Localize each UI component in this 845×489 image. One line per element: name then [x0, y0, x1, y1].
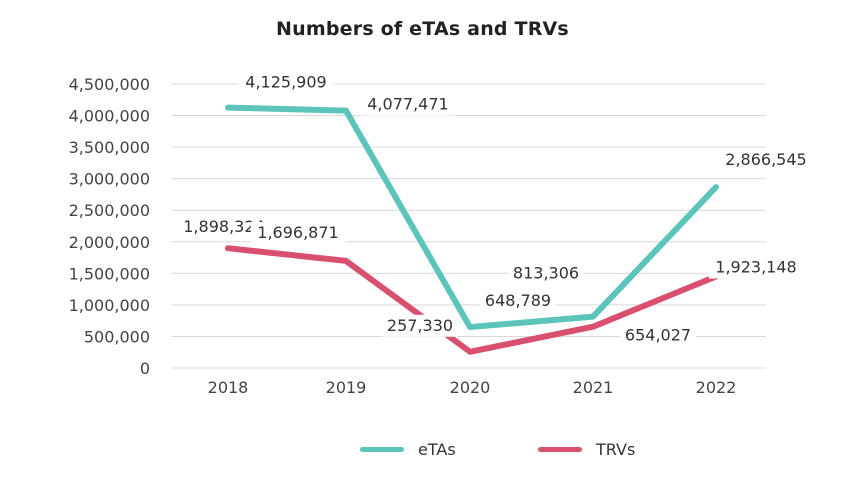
data-label: 813,306	[513, 264, 579, 283]
y-tick-label: 3,000,000	[69, 170, 150, 189]
y-tick-label: 1,000,000	[69, 296, 150, 315]
series-line-etas	[225, 104, 719, 331]
data-label-bg	[620, 324, 696, 347]
data-label: 1,696,871	[257, 223, 338, 242]
x-tick-label: 2020	[450, 378, 491, 397]
y-tick-label: 4,000,000	[69, 107, 150, 126]
data-label: 1,923,148	[715, 257, 796, 276]
legend-swatch-etas	[360, 447, 404, 452]
data-label-bg	[176, 216, 272, 239]
chart-title: Numbers of eTAs and TRVs	[276, 18, 569, 40]
legend-item-trvs: TRVs	[538, 440, 635, 459]
data-label-bg	[718, 149, 814, 172]
legend-label-etas: eTAs	[418, 440, 456, 459]
x-tick-label: 2018	[208, 378, 249, 397]
data-label-bg	[382, 314, 458, 337]
data-labels: 4,125,909 4,077,471 648,789 813,306 2,866,54…	[176, 71, 814, 347]
data-label: 648,789	[485, 291, 551, 310]
legend-label-trvs: TRVs	[596, 440, 636, 459]
y-tick-label: 4,500,000	[69, 75, 150, 94]
data-label: 2,866,545	[725, 150, 806, 169]
data-label: 654,027	[625, 326, 691, 345]
data-label-bg	[250, 221, 346, 244]
data-label: 4,077,471	[367, 95, 448, 114]
data-label-bg	[508, 262, 584, 285]
y-tick-label: 0	[140, 359, 150, 378]
data-label: 1,898,324	[183, 217, 264, 236]
y-tick-label: 500,000	[84, 327, 150, 346]
x-tick-label: 2021	[573, 378, 614, 397]
y-tick-label: 3,500,000	[69, 138, 150, 157]
data-label-bg	[238, 71, 334, 94]
x-tick-label: 2022	[696, 378, 737, 397]
y-axis-ticks: 0 500,000 1,000,000 1,500,000 2,000,000 2,500…	[69, 75, 150, 378]
x-axis-ticks: 2018 2019 2020 2021 2022	[208, 378, 737, 397]
data-label-bg	[480, 290, 556, 313]
x-tick-label: 2019	[326, 378, 367, 397]
y-tick-label: 1,500,000	[69, 264, 150, 283]
series-line-trvs	[225, 245, 719, 355]
legend: eTAs TRVs	[0, 440, 845, 466]
data-label-bg	[708, 256, 804, 279]
y-tick-label: 2,500,000	[69, 201, 150, 220]
y-tick-label: 2,000,000	[69, 233, 150, 252]
gridlines	[172, 83, 766, 369]
data-label: 4,125,909	[245, 73, 326, 92]
data-label-bg	[360, 93, 456, 116]
series-lines	[225, 104, 719, 355]
legend-swatch-trvs	[538, 447, 582, 452]
legend-item-etas: eTAs	[360, 440, 456, 459]
data-label: 257,330	[387, 316, 453, 335]
